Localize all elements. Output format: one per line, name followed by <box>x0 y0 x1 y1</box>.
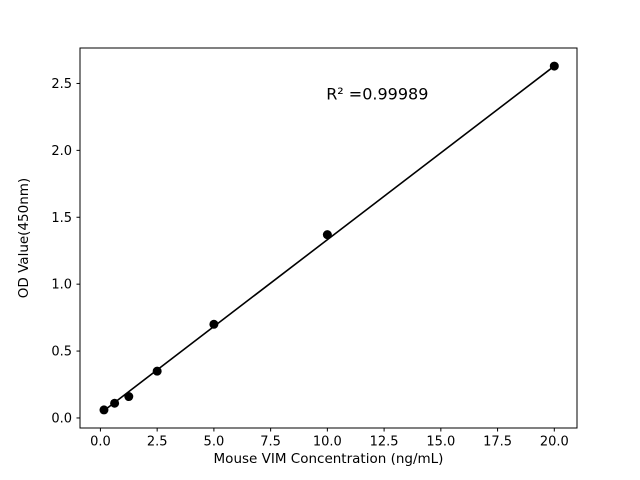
x-tick-label: 15.0 <box>426 435 455 450</box>
x-tick-label: 2.5 <box>147 435 168 450</box>
x-tick-label: 12.5 <box>370 435 399 450</box>
x-tick-label: 5.0 <box>204 435 225 450</box>
y-tick-label: 2.0 <box>51 144 72 159</box>
plot-layer: 0.0 2.5 5.0 7.5 10.0 12.5 15.0 17.5 20.0 0.0 0.5 1.… <box>51 61 569 450</box>
x-tick-label: 10.0 <box>313 435 342 450</box>
data-point <box>99 405 109 415</box>
x-tick-label: 0.0 <box>90 435 111 450</box>
x-tick-label: 7.5 <box>260 435 281 450</box>
r-squared-annotation: R² =0.99989 <box>326 85 428 104</box>
axes-frame <box>79 47 578 429</box>
data-point <box>124 392 134 402</box>
y-tick-label: 1.0 <box>51 278 72 293</box>
data-point <box>110 398 120 408</box>
data-point <box>209 319 219 329</box>
data-point <box>322 230 332 240</box>
y-tick-label: 1.5 <box>51 211 72 226</box>
data-point <box>152 366 162 376</box>
x-tick-label: 20.0 <box>540 435 569 450</box>
data-point <box>549 61 559 71</box>
y-tick-label: 0.0 <box>51 411 72 426</box>
y-tick-label: 2.5 <box>51 77 72 92</box>
y-tick-label: 0.5 <box>51 345 72 360</box>
x-axis-label: Mouse VIM Concentration (ng/mL) <box>214 451 444 467</box>
x-tick-label: 17.5 <box>483 435 512 450</box>
y-axis-label: OD Value(450nm) <box>16 178 32 298</box>
